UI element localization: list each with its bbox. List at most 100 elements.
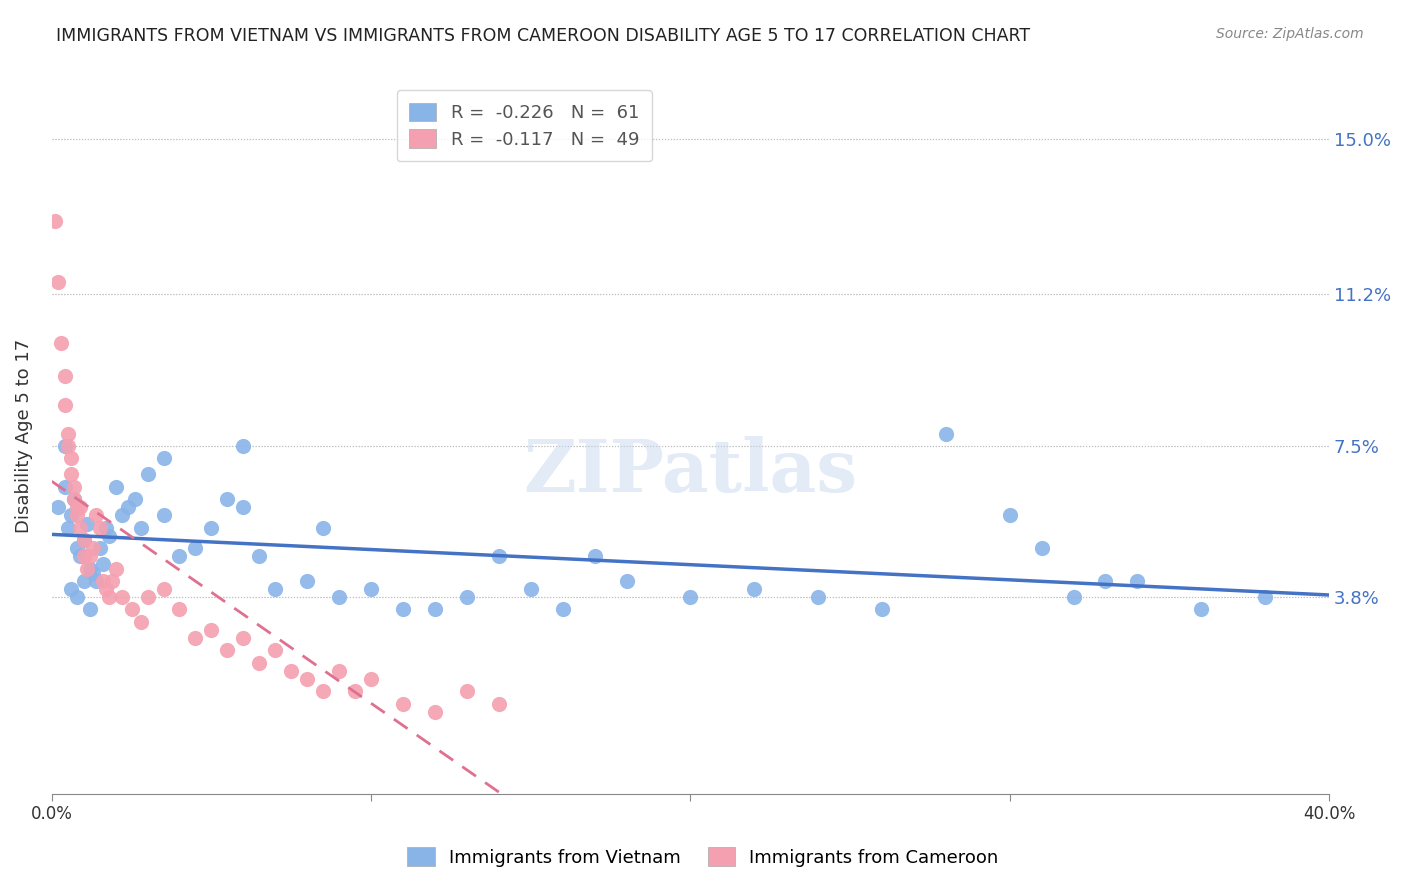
Point [870, 602, 893, 616]
Point [136, 467, 159, 482]
Point [935, 426, 957, 441]
Point [111, 591, 134, 605]
Point [129, 615, 152, 629]
Point [551, 602, 574, 616]
Point [73, 533, 96, 547]
Point [89, 541, 111, 555]
Point [76, 516, 98, 531]
Point [295, 574, 318, 588]
Point [98, 591, 121, 605]
Point [121, 602, 143, 616]
Text: IMMIGRANTS FROM VIETNAM VS IMMIGRANTS FROM CAMEROON DISABILITY AGE 5 TO 17 CORRE: IMMIGRANTS FROM VIETNAM VS IMMIGRANTS FR… [56, 27, 1031, 45]
Point [184, 631, 207, 645]
Legend: R =  -0.226   N =  61, R =  -0.117   N =  49: R = -0.226 N = 61, R = -0.117 N = 49 [396, 90, 652, 161]
Point [423, 705, 446, 719]
Point [742, 582, 765, 596]
Point [53, 398, 76, 412]
Point [86, 508, 108, 523]
Point [295, 672, 318, 686]
Point [583, 549, 606, 564]
Point [152, 582, 174, 596]
Point [63, 491, 86, 506]
Point [79, 602, 101, 616]
Point [1031, 541, 1053, 555]
Point [456, 591, 478, 605]
Point [104, 480, 127, 494]
Point [169, 549, 191, 564]
Point [456, 684, 478, 698]
Point [53, 369, 76, 384]
Point [807, 591, 830, 605]
Legend: Immigrants from Vietnam, Immigrants from Cameroon: Immigrants from Vietnam, Immigrants from… [401, 840, 1005, 874]
Point [73, 533, 96, 547]
Point [56, 439, 79, 453]
Point [312, 684, 335, 698]
Point [360, 672, 382, 686]
Point [616, 574, 638, 588]
Point [360, 582, 382, 596]
Point [73, 549, 96, 564]
Point [124, 491, 146, 506]
Point [82, 541, 104, 555]
Point [59, 467, 82, 482]
Point [328, 664, 350, 678]
Point [264, 582, 287, 596]
Point [79, 549, 101, 564]
Point [1126, 574, 1149, 588]
Point [56, 521, 79, 535]
Point [53, 480, 76, 494]
Point [69, 549, 91, 564]
Point [46, 500, 69, 515]
Point [217, 643, 239, 657]
Point [44, 213, 66, 227]
Point [98, 529, 121, 543]
Point [232, 439, 254, 453]
Point [152, 508, 174, 523]
Point [152, 451, 174, 466]
Point [392, 697, 415, 711]
Point [1254, 591, 1277, 605]
Point [200, 623, 222, 637]
Point [169, 602, 191, 616]
Point [184, 541, 207, 555]
Point [69, 500, 91, 515]
Point [76, 561, 98, 575]
Point [66, 508, 89, 523]
Point [82, 566, 104, 580]
Point [91, 558, 114, 572]
Point [69, 521, 91, 535]
Point [247, 656, 270, 670]
Point [136, 591, 159, 605]
Point [217, 491, 239, 506]
Point [104, 561, 127, 575]
Point [312, 521, 335, 535]
Point [344, 684, 367, 698]
Point [232, 500, 254, 515]
Y-axis label: Disability Age 5 to 17: Disability Age 5 to 17 [15, 338, 32, 533]
Point [129, 521, 152, 535]
Point [94, 582, 117, 596]
Point [488, 697, 510, 711]
Point [1063, 591, 1085, 605]
Text: Source: ZipAtlas.com: Source: ZipAtlas.com [1216, 27, 1364, 41]
Point [66, 591, 89, 605]
Point [46, 275, 69, 289]
Point [59, 451, 82, 466]
Point [200, 521, 222, 535]
Point [488, 549, 510, 564]
Point [328, 591, 350, 605]
Point [53, 439, 76, 453]
Point [101, 574, 124, 588]
Point [51, 336, 73, 351]
Point [79, 561, 101, 575]
Point [59, 508, 82, 523]
Point [679, 591, 702, 605]
Point [1189, 602, 1212, 616]
Point [232, 631, 254, 645]
Point [519, 582, 541, 596]
Point [56, 426, 79, 441]
Point [392, 602, 415, 616]
Text: ZIPatlas: ZIPatlas [523, 436, 858, 507]
Point [91, 574, 114, 588]
Point [423, 602, 446, 616]
